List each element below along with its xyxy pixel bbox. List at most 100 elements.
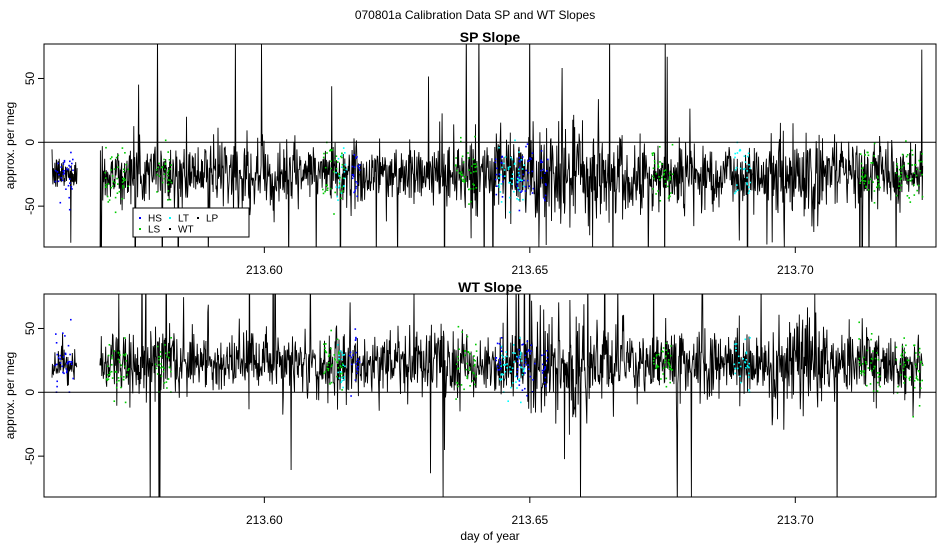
- data-point: [904, 364, 906, 366]
- data-point: [735, 350, 737, 352]
- data-point: [898, 185, 900, 187]
- data-point: [107, 201, 110, 203]
- x-tick-label: 213.60: [246, 513, 283, 527]
- data-point: [327, 369, 330, 372]
- panel-title: WT Slope: [458, 279, 522, 295]
- data-point: [655, 354, 658, 356]
- data-point: [737, 355, 740, 358]
- data-point: [921, 379, 923, 382]
- data-point: [498, 369, 501, 371]
- data-point: [909, 201, 912, 203]
- data-point: [342, 147, 345, 149]
- data-point: [457, 355, 459, 358]
- data-point: [330, 365, 332, 368]
- data-point: [70, 151, 72, 154]
- data-point: [734, 372, 736, 375]
- data-point: [474, 166, 476, 169]
- data-point: [344, 152, 346, 154]
- data-point: [651, 152, 654, 155]
- data-point: [503, 358, 505, 361]
- data-point: [343, 177, 346, 180]
- data-point: [872, 367, 875, 370]
- data-point: [655, 367, 658, 370]
- data-point: [546, 356, 549, 359]
- data-point: [166, 355, 168, 358]
- data-point: [499, 367, 502, 370]
- data-point: [669, 195, 671, 198]
- data-point: [541, 372, 544, 374]
- data-point: [658, 176, 660, 178]
- data-point: [656, 366, 658, 368]
- data-point: [71, 361, 73, 363]
- data-point: [518, 209, 521, 212]
- data-point: [340, 381, 342, 384]
- data-point: [668, 359, 670, 361]
- data-point: [911, 178, 914, 180]
- data-point: [916, 189, 918, 192]
- data-point: [748, 190, 751, 192]
- data-point: [127, 168, 129, 171]
- data-point: [530, 344, 533, 346]
- data-point: [508, 211, 511, 214]
- data-point: [498, 186, 501, 188]
- data-point: [118, 190, 121, 193]
- data-point: [870, 162, 872, 164]
- data-point: [663, 170, 665, 172]
- data-point: [657, 365, 660, 368]
- data-point: [338, 351, 340, 353]
- data-point: [70, 318, 72, 321]
- data-point: [107, 378, 110, 380]
- data-point: [167, 199, 169, 201]
- data-point: [495, 357, 497, 359]
- data-point: [531, 391, 534, 393]
- data-point: [159, 355, 162, 358]
- data-point: [668, 362, 670, 364]
- data-point: [339, 371, 342, 373]
- data-point: [463, 179, 466, 182]
- data-point: [919, 362, 922, 364]
- data-point: [163, 177, 166, 180]
- data-point: [509, 366, 511, 368]
- data-point: [521, 156, 524, 158]
- data-point: [524, 354, 527, 357]
- data-point: [67, 361, 69, 363]
- data-point: [350, 356, 352, 359]
- data-point: [337, 161, 339, 163]
- legend-box: [132, 207, 250, 238]
- data-point: [653, 357, 655, 359]
- data-point: [521, 344, 523, 346]
- legend-label-lt: LT: [178, 214, 189, 225]
- plot-frame: [43, 293, 937, 498]
- data-point: [866, 151, 869, 154]
- data-point: [108, 344, 111, 346]
- data-point: [125, 163, 127, 166]
- data-point: [540, 159, 542, 162]
- data-point: [746, 183, 748, 186]
- data-point: [520, 366, 523, 369]
- data-point: [358, 167, 360, 169]
- data-point: [868, 180, 870, 183]
- data-point: [341, 154, 343, 157]
- data-point: [873, 365, 876, 368]
- data-point: [338, 182, 341, 184]
- data-point: [739, 149, 742, 152]
- data-point: [862, 180, 865, 182]
- data-point: [669, 177, 671, 179]
- data-point: [340, 192, 343, 194]
- data-point: [914, 164, 916, 166]
- data-point: [341, 372, 344, 375]
- data-point: [69, 178, 71, 180]
- data-point: [735, 190, 737, 193]
- data-point: [467, 157, 470, 159]
- data-point: [68, 196, 70, 199]
- data-point: [158, 364, 160, 366]
- data-point: [873, 202, 876, 204]
- data-point: [330, 167, 332, 170]
- data-point: [514, 139, 516, 142]
- data-point: [914, 363, 917, 366]
- data-point: [668, 367, 671, 370]
- data-point: [357, 365, 359, 368]
- data-point: [56, 385, 58, 388]
- data-point: [544, 199, 546, 202]
- data-point: [748, 376, 750, 378]
